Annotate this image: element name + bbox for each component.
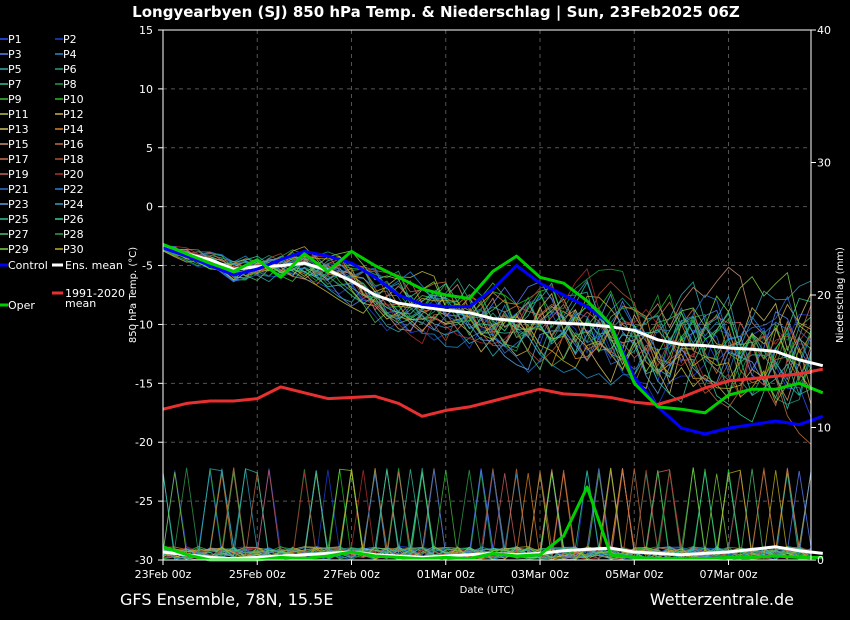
y2-tick-label: 10 <box>817 422 831 435</box>
y-tick-label: -5 <box>142 260 153 273</box>
ensemble-line-p23 <box>162 244 812 395</box>
legend-label-p20: P20 <box>63 168 84 181</box>
legend-label-p16: P16 <box>63 138 84 151</box>
legend-label-p25: P25 <box>8 213 29 226</box>
legend-label-p14: P14 <box>63 123 84 136</box>
x-tick-label: 25Feb 00z <box>229 568 286 581</box>
x-axis-label: Date (UTC) <box>460 585 515 596</box>
x-tick-label: 27Feb 00z <box>323 568 380 581</box>
ensemble-line-p24 <box>162 246 812 356</box>
legend-label-p7: P7 <box>8 78 22 91</box>
y2-axis-label: Niederschlag (mm) <box>835 247 846 343</box>
legend-label-p18: P18 <box>63 153 84 166</box>
x-tick-label: 23Feb 00z <box>135 568 192 581</box>
ensemble-line-p7 <box>162 249 812 411</box>
y-tick-label: -20 <box>135 436 153 449</box>
legend-label-p12: P12 <box>63 108 84 121</box>
series-line-oper-precipitation-mm- <box>162 485 823 562</box>
y-axis-label: 850 hPa Temp. (°C) <box>128 247 139 343</box>
series-line-ens-mean <box>162 246 824 368</box>
series-line-1991-2020-mean <box>162 367 824 418</box>
legend-label-p21: P21 <box>8 183 29 196</box>
y2-axis-ticks: 40 30 20 10 0 <box>811 24 831 567</box>
x-tick-label: 05Mar 00z <box>605 568 663 581</box>
legend-label-p19: P19 <box>8 168 29 181</box>
y-tick-label: 0 <box>146 201 153 214</box>
x-tick-label: 07Mar 00z <box>700 568 758 581</box>
ensemble-line-p28 <box>162 249 812 394</box>
legend-label-p15: P15 <box>8 138 29 151</box>
series-line-oper <box>162 243 824 415</box>
legend-label-oper: Oper <box>8 299 35 312</box>
footer-site-name: Wetterzentrale.de <box>650 590 794 609</box>
y-tick-label: -30 <box>135 554 153 567</box>
legend-label-clim-mean-line1: 1991-2020 <box>65 287 125 300</box>
legend-label-p22: P22 <box>63 183 84 196</box>
legend-label-p2: P2 <box>63 33 77 46</box>
series-line-control <box>162 246 824 436</box>
y2-tick-label: 20 <box>817 289 831 302</box>
legend-label-p30: P30 <box>63 243 84 256</box>
y2-tick-label: 0 <box>817 554 824 567</box>
legend-label-p29: P29 <box>8 243 29 256</box>
legend-label-p17: P17 <box>8 153 29 166</box>
legend-label-p4: P4 <box>63 48 77 61</box>
legend: P1 P2 P3 P4 P5 P6 P7 P8 P9 P10 P11 P12 P13 P14 P15 P16 P… <box>0 33 125 312</box>
footer-model-info: GFS Ensemble, 78N, 15.5E <box>120 590 333 609</box>
y-tick-label: -15 <box>135 377 153 390</box>
legend-label-ens-mean: Ens. mean <box>65 259 123 272</box>
x-tick-label: 03Mar 00z <box>511 568 569 581</box>
ensemble-precip-p23 <box>162 470 812 560</box>
legend-label-p10: P10 <box>63 93 84 106</box>
legend-label-p28: P28 <box>63 228 84 241</box>
legend-label-control: Control <box>8 259 48 272</box>
y-tick-label: -25 <box>135 495 153 508</box>
legend-label-p27: P27 <box>8 228 29 241</box>
y-tick-label: -10 <box>135 318 153 331</box>
chart-title: Longyearbyen (SJ) 850 hPa Temp. & Nieder… <box>132 3 740 22</box>
highlighted-series-lines <box>162 243 824 562</box>
y2-tick-label: 30 <box>817 157 831 170</box>
x-axis-ticks: 23Feb 00z 25Feb 00z 27Feb 00z 01Mar 00z 03Ma… <box>135 560 758 581</box>
legend-label-p8: P8 <box>63 78 77 91</box>
legend-label-p23: P23 <box>8 198 29 211</box>
y2-tick-label: 40 <box>817 24 831 37</box>
legend-label-p6: P6 <box>63 63 77 76</box>
legend-label-p9: P9 <box>8 93 22 106</box>
legend-label-p11: P11 <box>8 108 29 121</box>
legend-label-p1: P1 <box>8 33 22 46</box>
x-tick-label: 01Mar 00z <box>417 568 475 581</box>
legend-label-clim-mean-line2: mean <box>65 297 96 310</box>
y-tick-label: 15 <box>139 24 153 37</box>
y-axis-ticks: 15 10 5 0 -5 -10 -15 -20 -25 -30 <box>135 24 163 567</box>
legend-label-p26: P26 <box>63 213 84 226</box>
y-tick-label: 10 <box>139 83 153 96</box>
legend-label-p5: P5 <box>8 63 22 76</box>
legend-label-p13: P13 <box>8 123 29 136</box>
y-tick-label: 5 <box>146 142 153 155</box>
legend-label-p24: P24 <box>63 198 84 211</box>
legend-label-p3: P3 <box>8 48 22 61</box>
